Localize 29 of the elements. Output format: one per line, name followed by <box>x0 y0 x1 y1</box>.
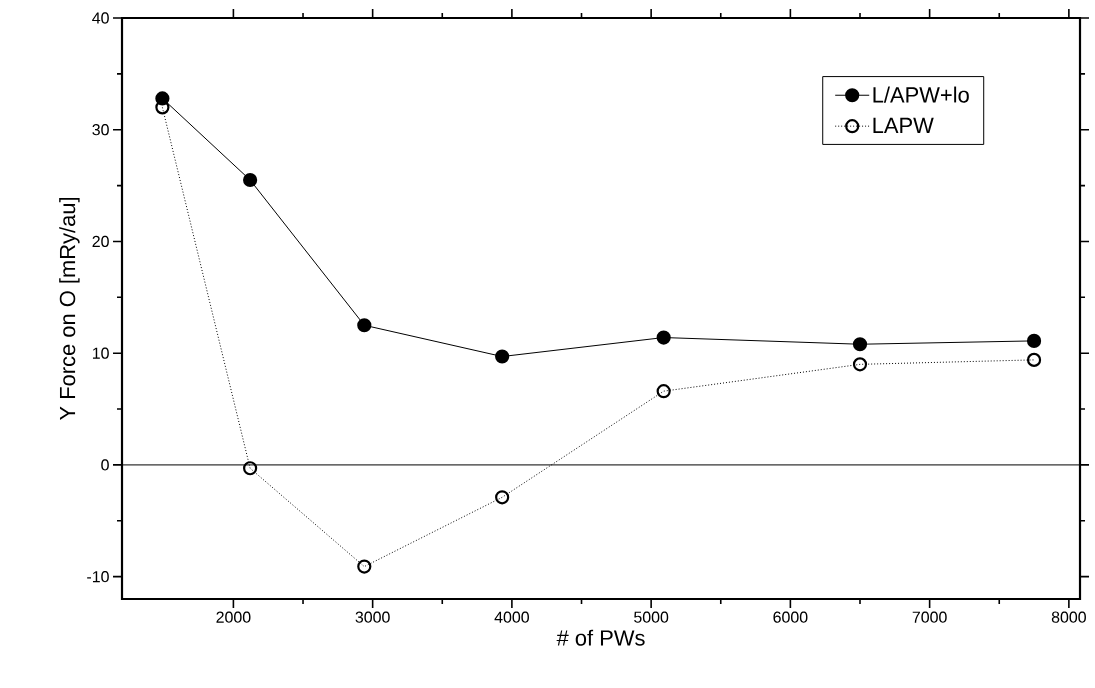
y-tick-label: 30 <box>92 124 109 136</box>
point <box>656 384 671 399</box>
y-tick-label: 40 <box>92 12 109 24</box>
x-tick-label: 5000 <box>634 611 669 623</box>
legend-label: LAPW <box>873 117 934 133</box>
point <box>357 559 372 574</box>
y-tick-label: 0 <box>101 459 109 471</box>
point <box>357 318 372 333</box>
y-tick-label: 20 <box>92 235 109 248</box>
point <box>852 357 868 372</box>
legend-label: L/APW+lo <box>873 86 969 103</box>
x-tick-label: 8000 <box>1051 611 1086 623</box>
x-tick-label: 4000 <box>494 611 529 623</box>
x-axis-title: # of PWs <box>556 629 645 646</box>
point <box>243 172 258 188</box>
x-tick-label: 3000 <box>355 611 390 623</box>
point <box>495 490 510 505</box>
point <box>656 330 671 345</box>
point <box>1026 352 1042 367</box>
point <box>1026 333 1042 348</box>
y-axis-title: Y Force on O [mRy/au] <box>59 198 80 421</box>
y-tick-label: -10 <box>87 571 109 583</box>
point <box>243 461 258 476</box>
point <box>495 349 510 364</box>
x-tick-label: 6000 <box>773 611 808 623</box>
point <box>852 337 868 352</box>
y-tick-label: 10 <box>92 347 109 359</box>
x-tick-label: 7000 <box>912 611 947 623</box>
x-tick-label: 2000 <box>216 611 251 623</box>
